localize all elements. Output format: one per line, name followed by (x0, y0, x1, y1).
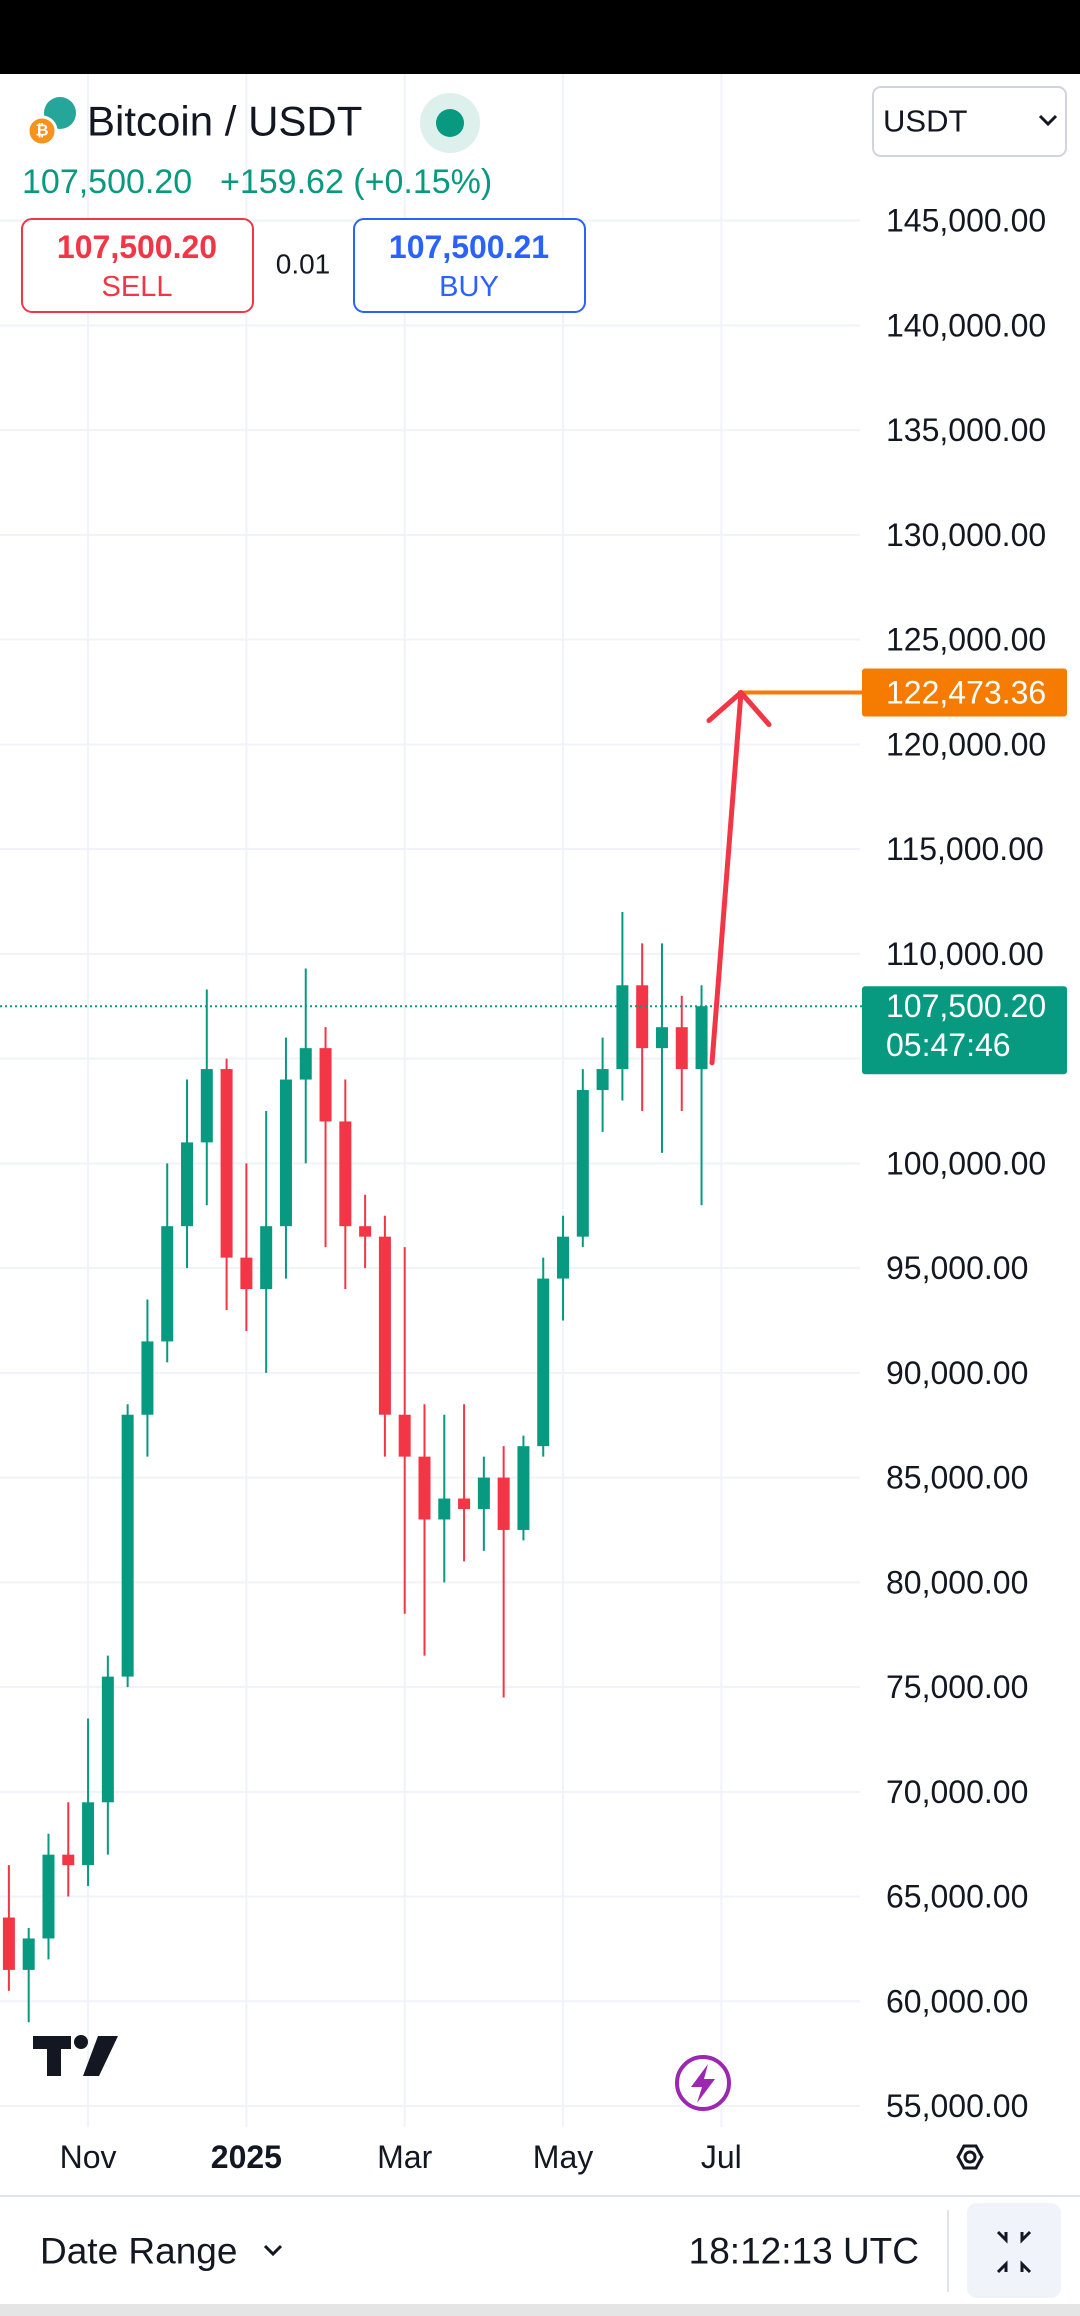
candle-body (537, 1278, 550, 1447)
y-tick-label: 65,000.00 (886, 1879, 1028, 1915)
y-tick-label: 125,000.00 (886, 622, 1046, 658)
y-tick-label: 110,000.00 (886, 936, 1044, 972)
candle-body (557, 1236, 570, 1279)
y-tick-label: 90,000.00 (886, 1355, 1028, 1391)
y-tick-label: 140,000.00 (886, 307, 1046, 343)
candle-body (220, 1069, 233, 1258)
candle-body (82, 1802, 95, 1866)
clock[interactable]: 18:12:13 UTC (689, 2231, 919, 2272)
candle-body (497, 1477, 510, 1530)
candle-body (359, 1226, 372, 1237)
candle-body (62, 1854, 75, 1866)
target-box (862, 668, 1067, 717)
settings-button[interactable] (956, 2144, 984, 2170)
candle-body (200, 1069, 213, 1143)
y-tick-label: 135,000.00 (886, 412, 1046, 448)
last-price-box (862, 986, 1067, 1075)
candle-body (517, 1446, 530, 1530)
fullscreen-button[interactable] (967, 2203, 1061, 2298)
candle-body (260, 1226, 273, 1290)
countdown-label: 05:47:46 (886, 1027, 1011, 1063)
plot: 55,000.00 60,000.00 65,000.00 70,000.00 75,0… (0, 74, 1067, 2175)
candle-body (636, 985, 649, 1049)
tradingview-logo[interactable] (33, 2035, 118, 2076)
candle-body (378, 1236, 391, 1415)
y-tick-label: 75,000.00 (886, 1669, 1028, 1705)
y-tick-label: 130,000.00 (886, 517, 1046, 553)
nav-bar (0, 2304, 1080, 2316)
candle-body (299, 1048, 312, 1080)
candle-body (319, 1048, 332, 1122)
arrow-shaft (709, 690, 744, 1066)
last-price-label: 107,500.20 (886, 988, 1046, 1024)
candle-body (2, 1917, 15, 1970)
select-chevron (1038, 114, 1058, 127)
quantity[interactable]: 0.01 (276, 249, 331, 280)
candle-body (616, 985, 629, 1070)
buy-price: 107,500.21 (389, 229, 549, 265)
candle-body (477, 1477, 490, 1510)
sell-price: 107,500.20 (57, 229, 217, 265)
y-tick-label: 145,000.00 (886, 203, 1046, 239)
candle-body (398, 1414, 411, 1457)
target-label: 122,473.36 (886, 675, 1046, 711)
fullscreen-icon (996, 2230, 1032, 2274)
candle-body (22, 1938, 35, 1970)
candle-body (458, 1498, 471, 1510)
date-range-button[interactable]: Date Range (40, 2231, 237, 2272)
x-tick-label: Nov (60, 2139, 117, 2175)
candle-body (418, 1456, 431, 1520)
y-tick-label: 115,000.00 (886, 831, 1044, 867)
lightning-button[interactable] (675, 2055, 731, 2111)
candle-body (161, 1226, 174, 1342)
y-tick-label: 85,000.00 (886, 1460, 1028, 1496)
market-status-dot (436, 109, 464, 137)
symbol-title[interactable]: Bitcoin / USDT (87, 98, 362, 145)
candle-body (121, 1414, 134, 1677)
y-tick-label: 120,000.00 (886, 726, 1046, 762)
date-range-chevron (263, 2244, 283, 2257)
candle-body (655, 1027, 668, 1049)
status-bar (0, 0, 1080, 74)
svg-text:₿: ₿ (35, 122, 48, 140)
y-tick-label: 60,000.00 (886, 1983, 1028, 2019)
currency-select[interactable] (872, 86, 1067, 157)
candle-body (596, 1069, 609, 1091)
symbol-logo[interactable]: ₿ (26, 97, 76, 147)
candle-body (695, 1006, 708, 1070)
y-tick-label: 80,000.00 (886, 1564, 1028, 1600)
candle-body (576, 1090, 589, 1237)
x-tick-label: Jul (701, 2139, 742, 2175)
candle-body (240, 1257, 253, 1290)
candle-body (181, 1142, 194, 1227)
x-tick-label: Mar (377, 2139, 432, 2175)
buy-button[interactable] (353, 218, 586, 313)
x-tick-label: 2025 (211, 2139, 282, 2175)
sell-label: SELL (102, 271, 173, 303)
candle-body (42, 1854, 55, 1939)
candle-body (101, 1676, 114, 1803)
candle-body (279, 1079, 292, 1227)
candle-body (339, 1121, 352, 1227)
sell-button[interactable] (21, 218, 254, 313)
y-tick-label: 55,000.00 (886, 2088, 1028, 2124)
header-price: 107,500.20 (22, 163, 192, 201)
candle-body (675, 1027, 688, 1070)
currency-select-label: USDT (883, 104, 967, 139)
buy-label: BUY (439, 271, 499, 303)
candle-body (141, 1341, 154, 1415)
arrow-head (706, 690, 772, 728)
y-tick-label: 100,000.00 (886, 1145, 1046, 1181)
y-tick-label: 70,000.00 (886, 1774, 1028, 1810)
y-tick-label: 95,000.00 (886, 1250, 1028, 1286)
header-change: +159.62 (+0.15%) (220, 163, 492, 201)
x-tick-label: May (533, 2139, 593, 2175)
candle-body (438, 1498, 451, 1520)
